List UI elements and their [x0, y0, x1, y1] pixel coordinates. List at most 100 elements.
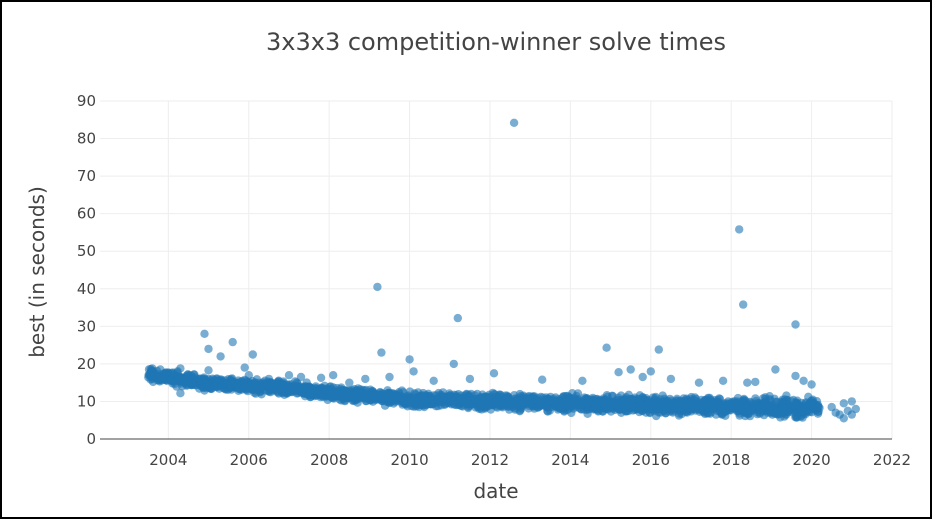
data-point	[168, 379, 177, 388]
data-point	[232, 378, 241, 387]
data-point	[404, 397, 414, 407]
y-tick-label: 80	[77, 130, 96, 148]
data-point	[434, 395, 443, 404]
data-point	[735, 225, 744, 234]
data-point	[784, 407, 793, 417]
data-point	[626, 365, 635, 374]
data-point	[385, 372, 394, 382]
data-point	[264, 374, 274, 384]
data-point	[637, 402, 646, 411]
data-point	[155, 376, 164, 385]
data-point	[679, 397, 688, 407]
data-point	[538, 375, 547, 384]
data-point	[296, 372, 306, 382]
data-point	[489, 369, 499, 378]
y-tick-label: 20	[77, 355, 96, 373]
data-point	[156, 365, 165, 374]
data-point	[188, 380, 197, 389]
data-point	[621, 401, 630, 410]
data-point	[220, 378, 229, 387]
data-point	[646, 367, 655, 376]
data-point	[581, 399, 591, 408]
data-point	[560, 402, 569, 411]
data-point	[284, 371, 294, 380]
data-point	[682, 407, 691, 416]
data-point	[752, 401, 762, 410]
data-point	[286, 387, 295, 396]
y-tick-label: 30	[77, 317, 96, 335]
data-point	[839, 399, 848, 408]
data-point	[204, 366, 213, 375]
data-point	[212, 383, 221, 392]
data-point	[807, 380, 816, 389]
data-point	[465, 374, 475, 384]
data-point	[429, 376, 438, 385]
x-tick-label: 2022	[873, 451, 911, 469]
data-point	[256, 382, 265, 391]
data-point	[700, 408, 709, 417]
data-point	[641, 394, 651, 403]
data-point	[739, 394, 749, 404]
data-point	[306, 386, 315, 395]
data-point	[387, 391, 396, 401]
data-point	[316, 373, 326, 382]
data-point	[607, 398, 616, 407]
data-point	[449, 359, 458, 369]
data-point	[524, 391, 534, 401]
data-point	[621, 407, 631, 416]
data-point	[409, 367, 418, 376]
data-point	[568, 389, 577, 398]
data-point	[420, 395, 429, 404]
data-point	[518, 400, 528, 409]
y-tick-labels: 0 10 20 30 40 50 60 70 80 90	[77, 92, 96, 448]
y-tick-label: 50	[77, 242, 96, 260]
data-point	[652, 411, 661, 421]
x-tick-label: 2018	[712, 451, 750, 469]
data-point	[627, 400, 637, 410]
y-tick-label: 70	[77, 167, 96, 185]
data-point	[799, 376, 808, 385]
x-axis-label: date	[473, 479, 518, 503]
data-point	[571, 395, 581, 405]
data-point	[509, 118, 519, 128]
data-point	[329, 371, 338, 380]
x-tick-label: 2014	[551, 451, 589, 469]
data-point	[373, 282, 382, 292]
data-point	[781, 397, 790, 407]
data-point	[743, 378, 752, 387]
data-point	[718, 376, 728, 385]
data-point	[224, 384, 234, 393]
data-point	[492, 396, 501, 406]
data-point	[602, 343, 611, 352]
data-point	[614, 368, 623, 377]
data-point	[791, 371, 800, 381]
y-tick-label: 10	[77, 392, 96, 410]
data-point	[782, 391, 791, 400]
data-point	[542, 403, 551, 412]
data-point	[665, 405, 674, 414]
data-point	[792, 413, 801, 422]
data-point	[378, 394, 387, 404]
data-point	[638, 372, 647, 382]
data-point	[148, 364, 157, 373]
data-point	[751, 377, 760, 387]
data-point	[202, 379, 212, 389]
data-point	[733, 403, 742, 412]
data-point	[663, 398, 673, 407]
x-tick-label: 2010	[390, 451, 428, 469]
data-point	[808, 395, 817, 404]
data-point	[549, 397, 558, 406]
data-point	[356, 393, 365, 402]
data-point	[654, 345, 663, 354]
data-point	[216, 352, 225, 361]
x-tick-labels: 2004 2006 2008 2010 2012 2014 2016 2018 2020 2022	[149, 451, 911, 469]
data-point	[656, 395, 665, 404]
data-point	[463, 396, 472, 406]
x-tick-label: 2008	[310, 451, 348, 469]
data-point	[711, 410, 721, 419]
data-point	[377, 348, 386, 357]
data-points	[148, 118, 860, 423]
data-point	[744, 409, 754, 418]
